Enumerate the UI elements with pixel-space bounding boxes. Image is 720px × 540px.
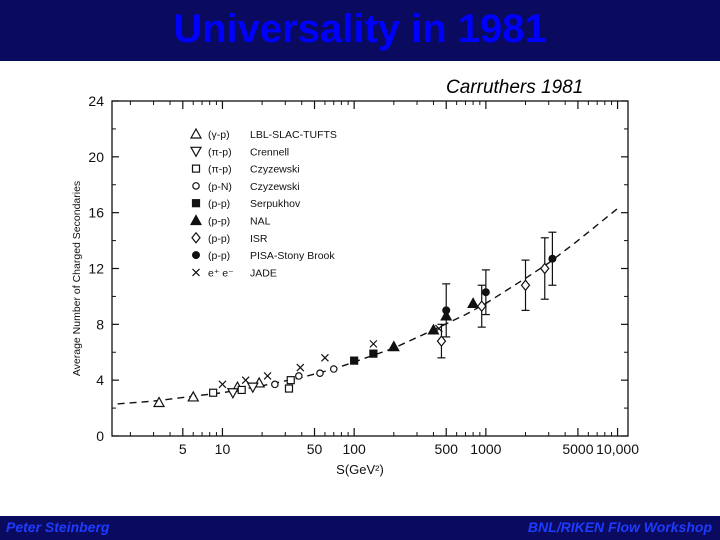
x-axis-label: S(GeV²) [336, 462, 384, 477]
legend-name: Crennell [250, 146, 289, 158]
x-tick-label: 10,000 [596, 441, 639, 457]
legend-label: e⁺ e⁻ [208, 267, 234, 279]
data-point [442, 306, 451, 315]
chart: 0 4 8 12 16 20 24 5 10 50 100 500 1000 5000 10,000 S(Ge… [71, 93, 639, 477]
chart-axes: 0 4 8 12 16 20 24 5 10 50 100 500 1000 5000 10,000 S(Ge… [71, 93, 639, 477]
slide-title: Universality in 1981 [173, 7, 547, 51]
data-point [295, 372, 303, 380]
legend-label: (p-p) [208, 216, 230, 228]
legend-label: (p-N) [208, 181, 232, 193]
title-bar [0, 0, 720, 61]
data-point [467, 297, 480, 308]
legend-name: ISR [250, 233, 268, 245]
legend: (γ-p) LBL-SLAC-TUFTS (π-p) Crennell (π-p) Czy… [189, 127, 337, 279]
data-point [226, 388, 239, 399]
data-point [436, 335, 447, 348]
legend-marker [189, 127, 203, 139]
data-point [246, 382, 259, 394]
data-point [539, 262, 550, 275]
data-point [153, 396, 166, 408]
legend-marker [191, 231, 201, 244]
legend-marker [191, 199, 201, 208]
legend-label: (γ-p) [208, 129, 230, 141]
data-point [241, 376, 250, 385]
y-tick-label: 20 [88, 149, 104, 165]
legend-marker [189, 146, 203, 158]
y-tick-label: 4 [96, 372, 104, 388]
data-point [209, 388, 218, 397]
legend-marker [192, 251, 201, 260]
y-tick-label: 16 [88, 205, 104, 221]
data-point [520, 279, 531, 292]
legend-label: (p-p) [208, 198, 230, 210]
data-points-group [153, 231, 557, 408]
x-tick-label: 5000 [562, 441, 593, 457]
data-point [387, 340, 400, 352]
legend-name: Czyzewski [250, 164, 300, 176]
footer-author: Peter Steinberg [6, 519, 110, 535]
y-tick-label: 12 [88, 261, 104, 277]
data-point [263, 372, 272, 380]
y-tick-label: 0 [96, 428, 104, 444]
data-point [434, 324, 443, 333]
data-point [476, 300, 487, 313]
y-tick-label: 24 [88, 93, 104, 109]
legend-marker [189, 214, 203, 226]
x-tick-label: 500 [435, 441, 459, 457]
chart-caption: Carruthers 1981 [446, 77, 584, 98]
data-point [286, 376, 295, 385]
fit-curve-group [117, 207, 619, 405]
legend-label: (π-p) [208, 164, 232, 176]
data-point [369, 339, 378, 348]
data-point [329, 365, 338, 373]
y-axis-label: Average Number of Charged Secondaries [71, 181, 83, 376]
legend-marker [191, 164, 201, 173]
legend-name: Czyzewski [250, 181, 300, 193]
x-tick-label: 10 [215, 441, 231, 457]
data-point [271, 380, 279, 389]
x-tick-label: 100 [342, 441, 366, 457]
legend-marker [192, 268, 200, 277]
footer-event: BNL/RIKEN Flow Workshop [527, 519, 712, 535]
data-point [481, 288, 490, 297]
legend-name: LBL-SLAC-TUFTS [250, 129, 337, 141]
x-tick-label: 50 [307, 441, 323, 457]
data-point [237, 385, 246, 395]
legend-marker [192, 182, 200, 190]
data-point [187, 390, 200, 402]
x-tick-label: 5 [179, 441, 187, 457]
legend-label: (π-p) [208, 146, 232, 158]
data-point [218, 380, 227, 389]
data-point [350, 356, 359, 365]
legend-name: PISA-Stony Brook [250, 250, 335, 262]
x-tick-label: 1000 [470, 441, 501, 457]
y-tick-label: 8 [96, 316, 104, 332]
legend-label: (p-p) [208, 250, 230, 262]
legend-name: Serpukhov [250, 198, 301, 210]
legend-label: (p-p) [208, 233, 230, 245]
data-point [316, 369, 324, 377]
footer-bar [0, 516, 720, 540]
legend-name: JADE [250, 267, 277, 279]
legend-name: NAL [250, 216, 271, 228]
data-point [548, 254, 557, 263]
data-point [284, 384, 294, 393]
data-point [369, 349, 378, 358]
data-point [321, 353, 329, 362]
data-point [296, 363, 305, 372]
fit-curve [117, 207, 619, 405]
plot-frame [111, 100, 629, 437]
